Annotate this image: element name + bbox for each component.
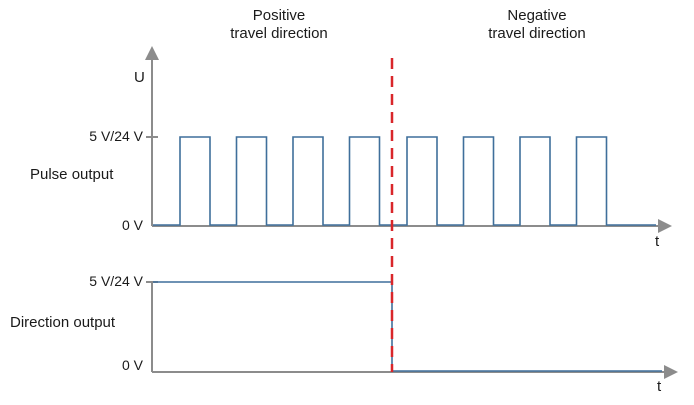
pulse-y-axis-label: U xyxy=(134,69,145,86)
pulse-output-chart: U 5 V/24 V 0 V Pulse output t xyxy=(30,46,672,250)
pulse-high-level-label: 5 V/24 V xyxy=(89,128,143,144)
direction-x-axis-label: t xyxy=(657,378,662,395)
positive-direction-heading-line2: travel direction xyxy=(230,25,328,42)
negative-direction-heading-line2: travel direction xyxy=(488,25,586,42)
pulse-output-signal xyxy=(153,136,656,226)
pulse-y-axis-arrowhead xyxy=(145,46,159,60)
negative-direction-heading-line1: Negative xyxy=(507,7,566,24)
direction-x-axis-arrowhead xyxy=(664,365,678,379)
direction-output-chart: 5 V/24 V 0 V Direction output t xyxy=(10,273,678,395)
direction-low-level-label: 0 V xyxy=(122,357,144,373)
direction-output-signal xyxy=(153,281,662,372)
direction-high-level-label: 5 V/24 V xyxy=(89,273,143,289)
pulse-output-signal-name: Pulse output xyxy=(30,166,114,183)
positive-direction-heading-line1: Positive xyxy=(253,7,306,24)
direction-output-signal-name: Direction output xyxy=(10,314,116,331)
pulse-low-level-label: 0 V xyxy=(122,217,144,233)
pulse-x-axis-arrowhead xyxy=(658,219,672,233)
pulse-x-axis-label: t xyxy=(655,233,660,250)
